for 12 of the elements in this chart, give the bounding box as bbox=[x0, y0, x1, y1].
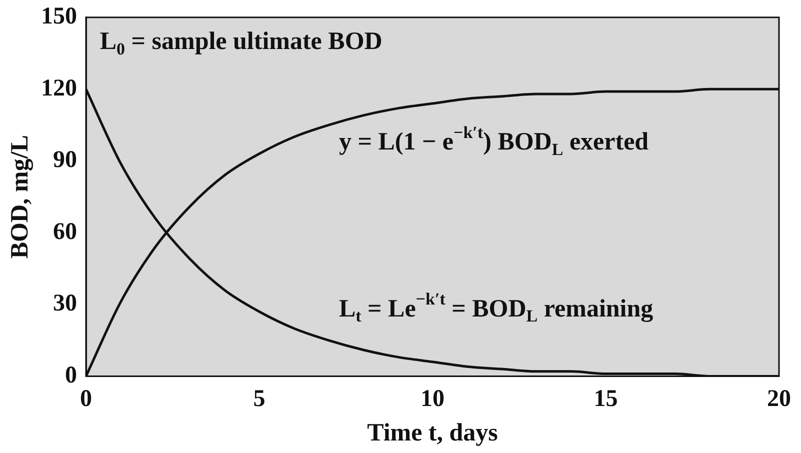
y-tick-label: 90 bbox=[53, 147, 77, 174]
y-tick-label: 30 bbox=[53, 290, 77, 317]
y-tick-label: 0 bbox=[65, 362, 77, 388]
x-tick-label: 15 bbox=[594, 386, 618, 412]
y-axis-title: BOD, mg/L bbox=[6, 134, 34, 259]
y-tick-label: 150 bbox=[41, 4, 77, 30]
x-axis-title: Time t, days bbox=[367, 419, 498, 446]
x-tick-label: 20 bbox=[767, 386, 791, 412]
y-tick-label: 120 bbox=[41, 75, 77, 102]
y-tick-label: 60 bbox=[53, 218, 77, 245]
x-tick-label: 5 bbox=[253, 386, 266, 412]
x-tick-label: 10 bbox=[420, 386, 444, 412]
